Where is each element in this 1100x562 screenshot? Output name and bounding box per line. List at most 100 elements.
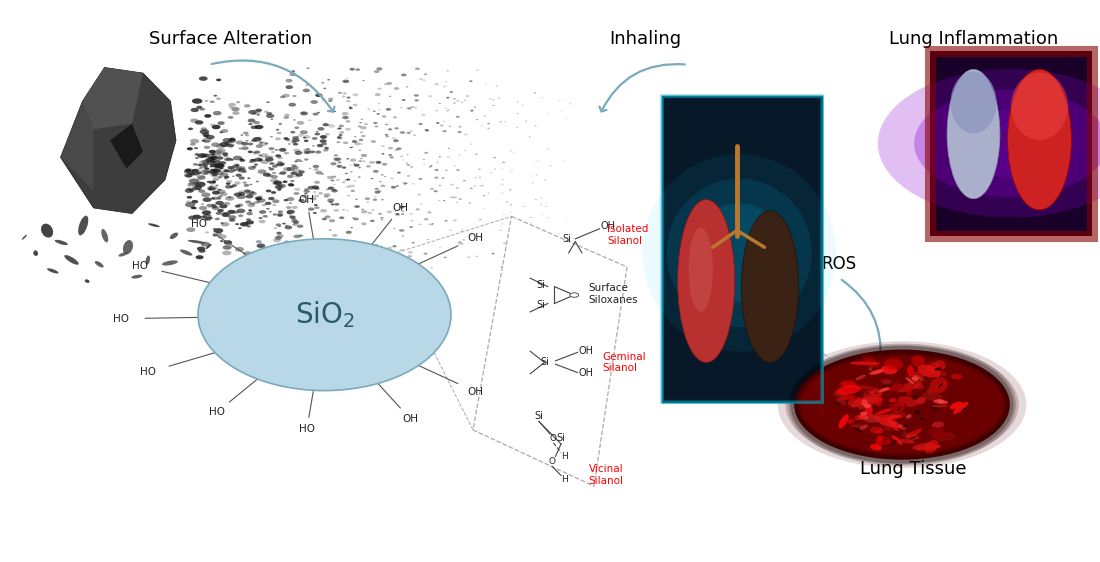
Circle shape [337, 165, 342, 168]
Circle shape [219, 204, 228, 209]
Ellipse shape [933, 400, 948, 404]
Circle shape [464, 150, 466, 151]
Circle shape [191, 200, 198, 203]
Circle shape [279, 148, 286, 152]
Circle shape [232, 175, 234, 177]
Circle shape [271, 119, 274, 120]
Circle shape [367, 212, 372, 214]
Circle shape [218, 195, 222, 197]
Polygon shape [82, 67, 143, 129]
Circle shape [415, 99, 419, 102]
Circle shape [216, 201, 224, 205]
Circle shape [239, 192, 245, 196]
Circle shape [374, 188, 379, 190]
Circle shape [431, 224, 433, 225]
Circle shape [248, 166, 255, 170]
Circle shape [189, 179, 199, 184]
Ellipse shape [898, 424, 906, 430]
Circle shape [293, 136, 299, 139]
Circle shape [249, 192, 257, 196]
Circle shape [254, 164, 257, 165]
Circle shape [277, 157, 283, 159]
Circle shape [202, 133, 209, 137]
Circle shape [360, 158, 363, 159]
Circle shape [230, 143, 235, 146]
Circle shape [211, 197, 216, 200]
Circle shape [230, 137, 234, 139]
Circle shape [238, 214, 243, 217]
Circle shape [277, 161, 283, 164]
Ellipse shape [131, 275, 142, 279]
Circle shape [333, 158, 340, 161]
Circle shape [207, 171, 211, 173]
Circle shape [328, 187, 334, 190]
Circle shape [251, 159, 255, 161]
Circle shape [199, 206, 207, 210]
Circle shape [228, 170, 234, 173]
Circle shape [484, 115, 486, 116]
Circle shape [220, 192, 228, 196]
Circle shape [415, 67, 420, 70]
Circle shape [257, 158, 263, 161]
Circle shape [487, 128, 490, 129]
Text: Si: Si [537, 280, 546, 291]
Circle shape [361, 143, 363, 144]
Circle shape [233, 169, 236, 171]
Circle shape [305, 201, 308, 202]
Circle shape [339, 131, 344, 134]
Circle shape [204, 153, 212, 158]
Circle shape [345, 120, 350, 123]
Circle shape [255, 197, 262, 201]
Circle shape [421, 114, 426, 116]
Circle shape [431, 223, 433, 224]
Circle shape [234, 182, 241, 185]
Circle shape [292, 219, 298, 223]
Circle shape [534, 93, 536, 94]
Circle shape [296, 136, 299, 138]
Circle shape [196, 172, 201, 174]
Circle shape [199, 160, 209, 165]
Circle shape [483, 208, 485, 209]
Circle shape [235, 164, 240, 166]
Ellipse shape [856, 385, 882, 394]
Circle shape [243, 251, 252, 256]
Circle shape [403, 160, 405, 161]
Ellipse shape [933, 377, 936, 379]
Circle shape [198, 249, 206, 253]
Circle shape [232, 211, 239, 214]
Circle shape [377, 103, 379, 104]
Circle shape [294, 175, 299, 178]
Circle shape [298, 234, 304, 237]
Polygon shape [473, 216, 627, 486]
Circle shape [361, 210, 367, 214]
Circle shape [242, 182, 248, 184]
Ellipse shape [836, 398, 846, 405]
Circle shape [322, 99, 326, 101]
Circle shape [328, 100, 332, 102]
Circle shape [534, 92, 536, 93]
Circle shape [312, 145, 315, 147]
Circle shape [205, 114, 211, 118]
Polygon shape [110, 124, 143, 169]
Circle shape [216, 79, 221, 81]
Text: Si: Si [540, 357, 549, 368]
Circle shape [385, 124, 388, 125]
Circle shape [244, 189, 251, 193]
Circle shape [340, 248, 345, 250]
Circle shape [293, 221, 299, 224]
Circle shape [221, 129, 228, 133]
Circle shape [399, 107, 403, 108]
Circle shape [351, 227, 353, 228]
Text: OH: OH [601, 221, 616, 232]
Ellipse shape [180, 250, 192, 256]
Circle shape [381, 174, 384, 175]
Circle shape [207, 160, 216, 165]
Circle shape [458, 126, 461, 127]
Circle shape [477, 169, 481, 170]
Circle shape [195, 157, 199, 159]
Ellipse shape [898, 380, 922, 392]
Circle shape [354, 164, 360, 167]
Circle shape [197, 189, 200, 191]
Ellipse shape [667, 179, 812, 327]
Ellipse shape [874, 393, 879, 394]
